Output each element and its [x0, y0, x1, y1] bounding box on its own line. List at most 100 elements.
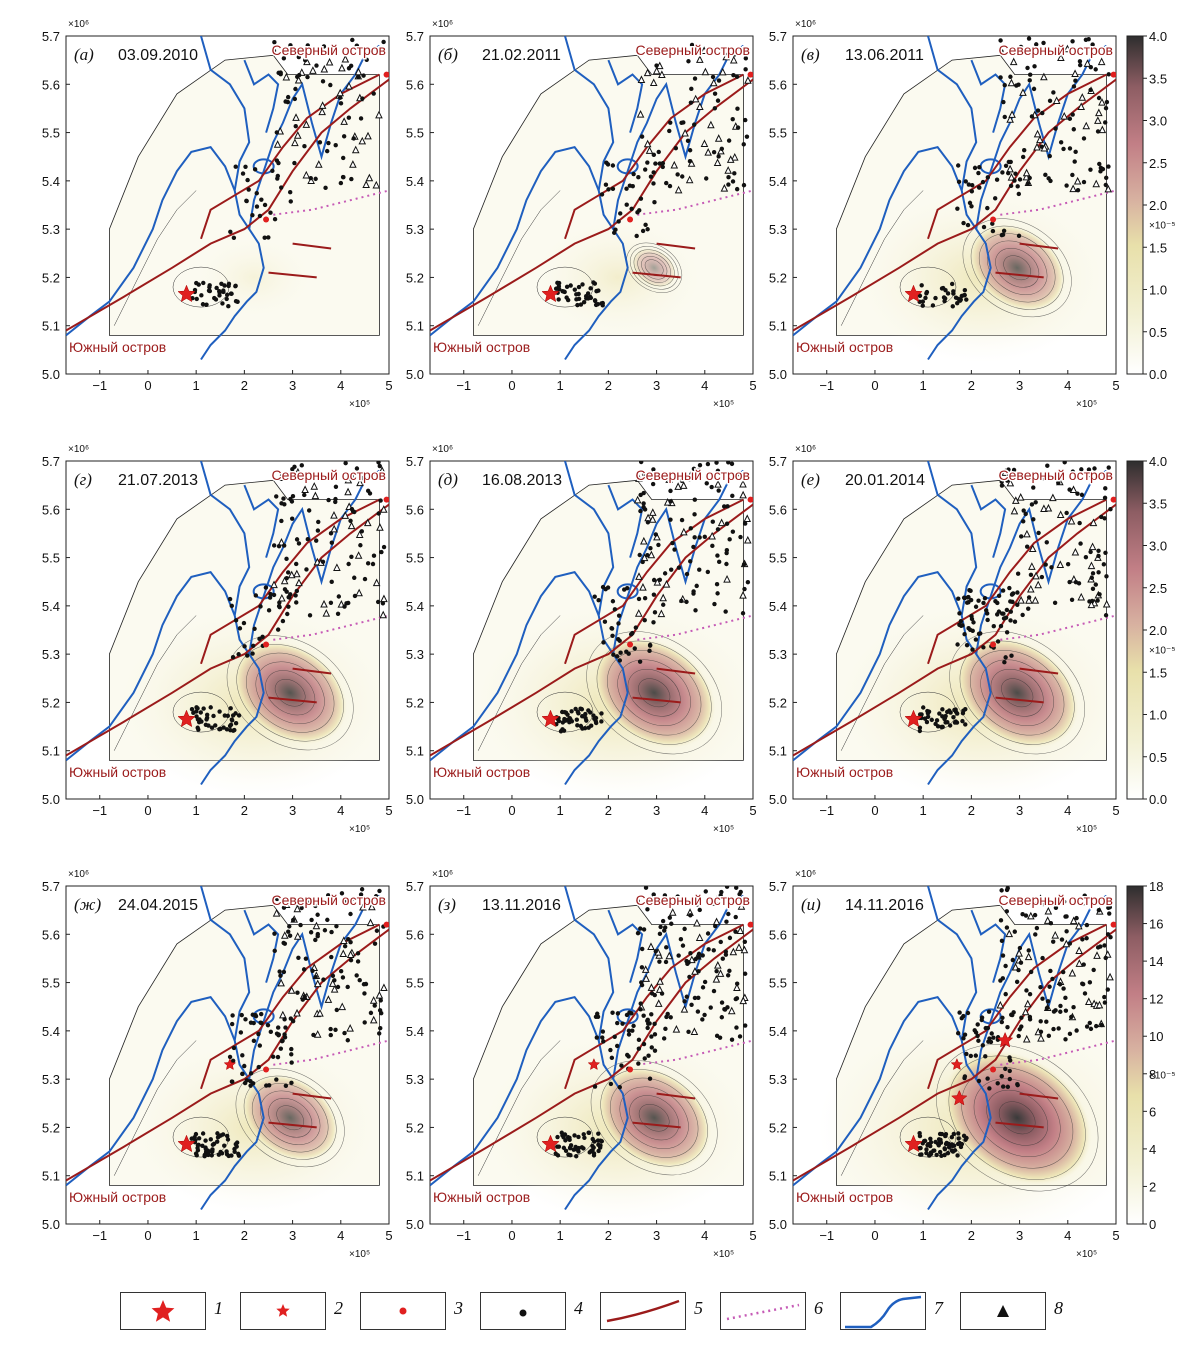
- aftershock: [334, 923, 339, 929]
- aftershock: [575, 723, 580, 728]
- gps-station: [349, 160, 357, 168]
- aftershock: [637, 659, 643, 664]
- y-tick-label: 5.2: [42, 1120, 60, 1135]
- aftershock: [257, 1043, 263, 1048]
- coastline: [975, 469, 1107, 655]
- aftershock: [215, 1139, 220, 1144]
- coastline: [248, 44, 380, 230]
- aftershock: [311, 1032, 316, 1038]
- aftershock: [1006, 467, 1011, 472]
- aftershock: [256, 1031, 261, 1037]
- contour-line: [226, 635, 354, 751]
- aftershock: [680, 48, 685, 54]
- panel-letter: (г): [74, 470, 92, 489]
- gps-station: [311, 491, 320, 500]
- gps-station: [729, 947, 738, 956]
- aftershock: [598, 1143, 603, 1148]
- gps-station: [1028, 544, 1037, 553]
- aftershock: [610, 163, 616, 168]
- aftershock: [583, 715, 588, 721]
- aftershock: [302, 492, 307, 498]
- aftershock: [964, 642, 970, 648]
- aftershock: [667, 128, 672, 134]
- panel-letter: (з): [438, 895, 456, 914]
- aftershock: [737, 1034, 743, 1039]
- aftershock: [928, 1136, 933, 1141]
- fault-line: [632, 696, 681, 704]
- aftershock: [583, 711, 588, 717]
- aftershock: [283, 99, 288, 104]
- colorbar-tick-label: 2: [1149, 1179, 1156, 1194]
- aftershock: [259, 197, 264, 202]
- aftershock: [263, 585, 269, 590]
- fault-line: [793, 503, 1116, 757]
- aftershock: [253, 593, 259, 598]
- gps-station: [1088, 542, 1097, 551]
- aftershock: [720, 956, 725, 961]
- colorbar-tick-label: 8: [1149, 1067, 1156, 1082]
- contour-line: [629, 245, 679, 290]
- aftershock: [281, 56, 287, 61]
- aftershock: [1023, 511, 1028, 517]
- aftershock: [289, 1052, 294, 1057]
- aftershock: [196, 1136, 202, 1141]
- x-tick-label: 4: [337, 803, 344, 818]
- gps-station: [341, 54, 350, 63]
- aftershock: [354, 466, 360, 471]
- aftershock: [618, 650, 623, 655]
- y-tick-label: 5.2: [769, 695, 787, 710]
- gps-station: [1007, 172, 1016, 181]
- aftershock: [265, 1022, 271, 1028]
- fault-line: [292, 1092, 332, 1100]
- aftershock: [596, 288, 601, 293]
- gps-station: [307, 176, 315, 184]
- aftershock: [1064, 510, 1069, 516]
- aftershock: [1014, 979, 1020, 985]
- aftershock: [296, 541, 302, 546]
- aftershock: [638, 461, 644, 465]
- gps-station: [635, 474, 643, 482]
- subduction-line: [273, 614, 389, 641]
- panel-letter: (и): [801, 895, 821, 914]
- aftershock: [645, 520, 651, 525]
- aftershock: [646, 1053, 651, 1058]
- aftershock: [246, 187, 251, 192]
- aftershock: [696, 969, 701, 974]
- aftershock: [562, 1132, 568, 1137]
- aftershock: [315, 912, 320, 917]
- aftershock: [201, 280, 206, 286]
- aftershock: [231, 235, 237, 240]
- aftershock: [966, 626, 971, 631]
- aftershock: [1020, 911, 1025, 917]
- y-tick-label: 5.2: [769, 270, 787, 285]
- aftershock: [242, 644, 247, 649]
- aftershock: [1017, 945, 1023, 951]
- aftershock: [1007, 585, 1012, 591]
- red-event-dot: [747, 921, 753, 928]
- gps-station: [333, 563, 341, 571]
- panel-date: 03.09.2010: [118, 47, 198, 64]
- aftershock: [259, 1020, 264, 1026]
- red-event-dot: [627, 641, 634, 648]
- aftershock: [296, 902, 301, 907]
- gps-station: [647, 942, 655, 950]
- aftershock: [732, 171, 737, 176]
- aftershock: [980, 179, 986, 185]
- coastline: [607, 909, 644, 983]
- aftershock: [340, 174, 346, 180]
- south-island-label: Южный остров: [433, 764, 530, 780]
- aftershock: [657, 931, 663, 937]
- aftershock: [624, 186, 629, 191]
- gps-station: [1028, 562, 1036, 570]
- aftershock: [708, 1005, 713, 1010]
- gps-station: [346, 1024, 354, 1032]
- y-tick-label: 5.7: [42, 29, 60, 44]
- aftershock: [657, 577, 663, 582]
- gps-station: [272, 908, 281, 917]
- gps-station: [643, 139, 652, 148]
- gps-station: [1028, 895, 1036, 904]
- aftershock: [271, 543, 277, 548]
- aftershock: [1053, 905, 1059, 911]
- aftershock: [228, 229, 233, 235]
- x-tick-label: 2: [605, 1228, 612, 1243]
